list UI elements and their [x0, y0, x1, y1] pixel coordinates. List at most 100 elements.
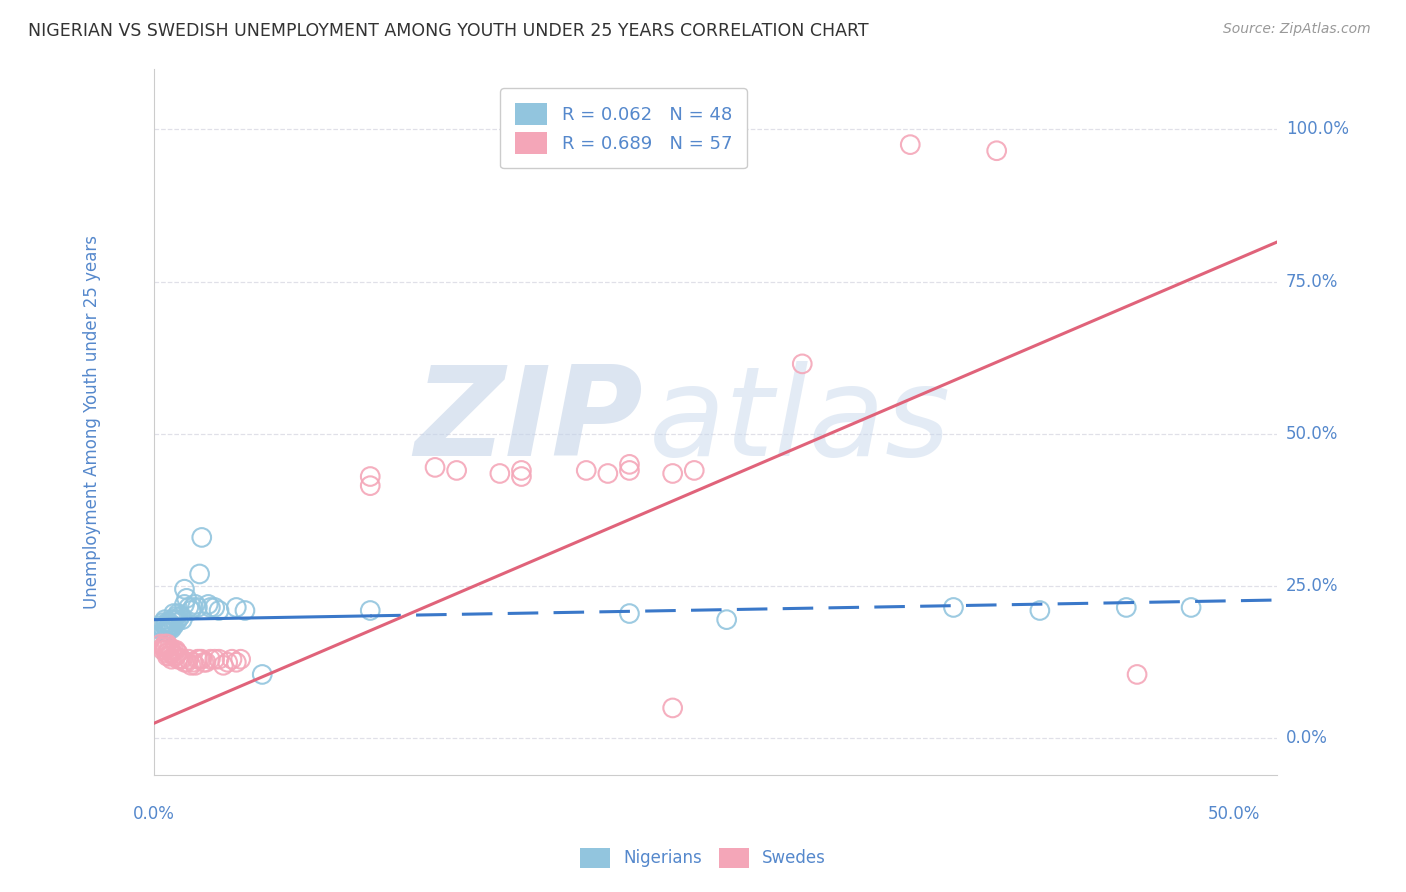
Point — [510, 469, 533, 483]
Point — [169, 609, 191, 624]
Point — [169, 652, 191, 666]
Point — [619, 607, 641, 621]
Point — [156, 615, 179, 630]
Point — [986, 144, 1008, 158]
Text: 0.0%: 0.0% — [1286, 730, 1327, 747]
Point — [212, 658, 235, 673]
Point — [575, 463, 598, 477]
Point — [225, 600, 247, 615]
Point — [193, 655, 215, 669]
Point — [225, 655, 247, 669]
Point — [200, 652, 222, 666]
Point — [197, 598, 219, 612]
Point — [172, 652, 194, 666]
Point — [1029, 603, 1052, 617]
Point — [152, 615, 174, 630]
Point — [167, 607, 190, 621]
Point — [153, 637, 176, 651]
Point — [167, 613, 190, 627]
Point — [163, 649, 186, 664]
Point — [163, 607, 186, 621]
Point — [1180, 600, 1202, 615]
Point — [510, 463, 533, 477]
Point — [188, 566, 211, 581]
Point — [489, 467, 512, 481]
Point — [1115, 600, 1137, 615]
Point — [221, 652, 243, 666]
Point — [160, 613, 183, 627]
Text: 0.0%: 0.0% — [134, 805, 176, 823]
Point — [359, 469, 381, 483]
Point — [186, 652, 208, 666]
Point — [200, 600, 222, 615]
Point — [180, 603, 202, 617]
Point — [153, 618, 176, 632]
Point — [152, 643, 174, 657]
Point — [157, 643, 180, 657]
Point — [173, 582, 195, 597]
Point — [153, 624, 176, 639]
Point — [184, 658, 207, 673]
Point — [217, 655, 239, 669]
Text: 75.0%: 75.0% — [1286, 273, 1339, 291]
Point — [156, 637, 179, 651]
Point — [149, 637, 172, 651]
Point — [176, 591, 198, 606]
Point — [204, 652, 226, 666]
Point — [184, 598, 207, 612]
Point — [157, 622, 180, 636]
Point — [792, 357, 814, 371]
Text: NIGERIAN VS SWEDISH UNEMPLOYMENT AMONG YOUTH UNDER 25 YEARS CORRELATION CHART: NIGERIAN VS SWEDISH UNEMPLOYMENT AMONG Y… — [28, 22, 869, 40]
Point — [423, 460, 446, 475]
Point — [153, 640, 176, 654]
Point — [176, 655, 198, 669]
Point — [229, 652, 252, 666]
Point — [163, 613, 186, 627]
Point — [160, 643, 183, 657]
Point — [195, 655, 218, 669]
Point — [180, 658, 202, 673]
Point — [190, 652, 212, 666]
Point — [167, 646, 190, 660]
Point — [160, 646, 183, 660]
Point — [716, 613, 738, 627]
Point — [163, 643, 186, 657]
Point — [160, 622, 183, 636]
Point — [149, 618, 172, 632]
Legend: R = 0.062   N = 48, R = 0.689   N = 57: R = 0.062 N = 48, R = 0.689 N = 57 — [501, 88, 747, 169]
Point — [181, 600, 204, 615]
Text: atlas: atlas — [648, 361, 950, 483]
Point — [177, 600, 200, 615]
Point — [942, 600, 965, 615]
Point — [252, 667, 274, 681]
Point — [173, 655, 195, 669]
Point — [157, 615, 180, 630]
Point — [661, 467, 683, 481]
Point — [167, 652, 190, 666]
Text: 50.0%: 50.0% — [1286, 425, 1339, 443]
Point — [156, 649, 179, 664]
Point — [181, 655, 204, 669]
Point — [165, 609, 187, 624]
Point — [152, 640, 174, 654]
Point — [173, 598, 195, 612]
Point — [359, 603, 381, 617]
Point — [446, 463, 468, 477]
Point — [898, 137, 921, 152]
Point — [208, 603, 231, 617]
Point — [163, 618, 186, 632]
Point — [153, 613, 176, 627]
Point — [619, 463, 641, 477]
Point — [683, 463, 706, 477]
Text: Source: ZipAtlas.com: Source: ZipAtlas.com — [1223, 22, 1371, 37]
Point — [188, 652, 211, 666]
Text: Unemployment Among Youth under 25 years: Unemployment Among Youth under 25 years — [83, 235, 101, 608]
Point — [177, 652, 200, 666]
Point — [172, 613, 194, 627]
Point — [204, 600, 226, 615]
Point — [596, 467, 619, 481]
Text: 25.0%: 25.0% — [1286, 577, 1339, 595]
Point — [186, 600, 208, 615]
Point — [619, 458, 641, 472]
Point — [156, 622, 179, 636]
